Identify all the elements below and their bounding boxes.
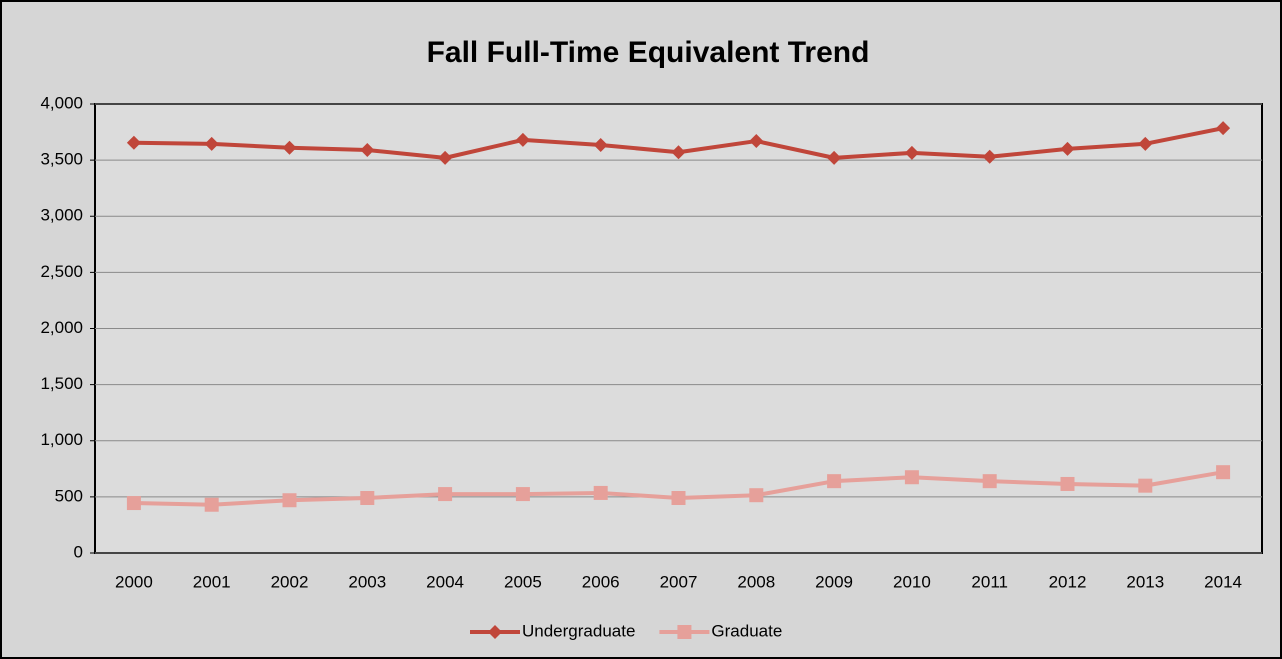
x-tick-label: 2001 [193,572,231,591]
data-point [1216,465,1231,480]
data-point [904,470,919,485]
data-point [204,136,219,151]
data-point [1216,121,1231,136]
legend-marker [677,625,692,639]
data-point [593,137,608,152]
x-tick-label: 2008 [737,572,775,591]
legend-label: Undergraduate [522,621,635,640]
y-tick-label: 1,000 [40,430,83,449]
y-tick-label: 500 [55,486,83,505]
data-point [282,140,297,155]
x-tick-label: 2004 [426,572,464,591]
y-tick-label: 0 [74,542,83,561]
x-tick-label: 2000 [115,572,153,591]
x-tick-label: 2014 [1204,572,1242,591]
data-point [904,145,919,160]
y-tick-label: 4,000 [40,93,83,112]
data-point [515,487,530,502]
x-tick-label: 2006 [582,572,620,591]
y-tick-label: 3,000 [40,206,83,225]
chart-title: Fall Full-Time Equivalent Trend [427,36,870,69]
legend-marker [488,625,502,639]
data-point [515,132,530,147]
data-point [282,493,297,508]
data-point [1138,478,1153,493]
x-tick-label: 2005 [504,572,542,591]
data-point [593,485,608,500]
x-tick-label: 2007 [660,572,698,591]
data-point [438,487,453,502]
y-tick-label: 2,500 [40,262,83,281]
data-point [749,488,764,503]
x-tick-label: 2011 [971,572,1008,591]
data-point [982,149,997,164]
data-point [1060,476,1075,491]
x-tick-label: 2003 [348,572,386,591]
data-point [671,145,686,160]
y-tick-label: 3,500 [40,150,83,169]
x-tick-label: 2012 [1049,572,1087,591]
data-point [827,474,842,489]
x-tick-label: 2009 [815,572,853,591]
data-point [671,490,686,505]
x-tick-label: 2010 [893,572,931,591]
data-point [749,134,764,149]
y-tick-label: 2,000 [40,318,83,337]
data-point [438,150,453,165]
x-tick-label: 2013 [1126,572,1164,591]
data-point [360,143,375,158]
data-point [126,496,141,511]
x-tick-label: 2002 [271,572,309,591]
data-point [827,150,842,165]
data-point [360,490,375,505]
data-point [126,135,141,150]
data-point [1138,136,1153,151]
y-tick-label: 1,500 [40,374,83,393]
data-point [1060,141,1075,156]
legend-label: Graduate [711,621,782,640]
data-point [204,497,219,512]
data-point [982,474,997,489]
